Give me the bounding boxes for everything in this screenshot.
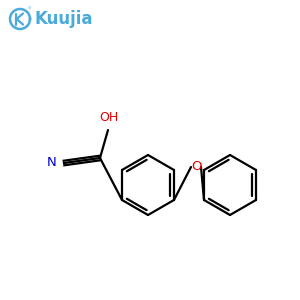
Text: °: ° [28,8,31,14]
Text: N: N [47,157,57,169]
Text: Kuujia: Kuujia [34,10,92,28]
Text: OH: OH [99,111,119,124]
Text: O: O [191,160,201,173]
